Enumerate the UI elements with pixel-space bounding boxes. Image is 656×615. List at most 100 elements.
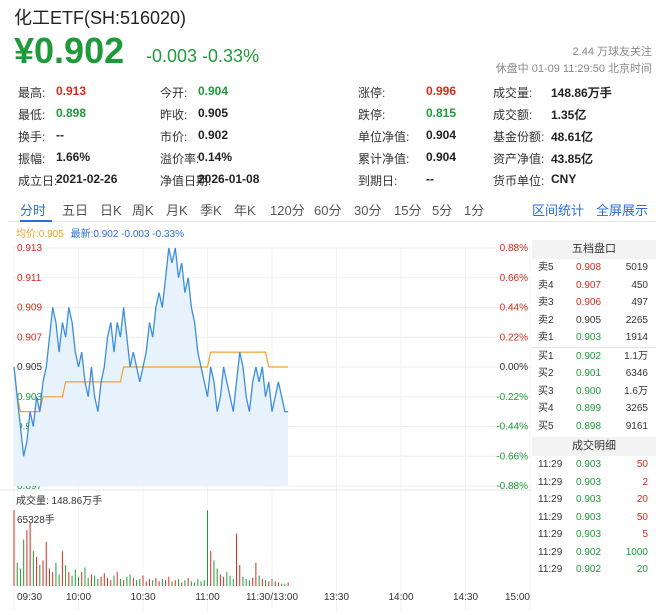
stat-value: 0.904 <box>198 84 229 98</box>
trade-price: 0.902 <box>576 546 602 558</box>
tab-period[interactable]: 日K <box>100 203 122 218</box>
stats-row: 最高: 0.913 今开: 0.904 涨停: 0.996 成交量: 148.86万手 <box>18 84 656 106</box>
bid-row: 买5 0.898 9161 <box>532 418 656 436</box>
tab-period[interactable]: 季K <box>200 203 222 218</box>
y-tick-left: 0.903 <box>17 392 42 403</box>
stat-label: 市价: <box>160 130 188 144</box>
tab-period[interactable]: 1分 <box>464 203 485 218</box>
x-tick: 10:30 <box>130 592 155 603</box>
tab-period[interactable]: 周K <box>132 203 154 218</box>
trade-time: 11:29 <box>538 546 563 558</box>
fullscreen-link[interactable]: 全屏展示 <box>596 203 649 218</box>
stats-row: 成立日: 2021-02-26 净值日期: 2026-01-08 到期日: -- 货币单位:… <box>18 172 656 194</box>
trade-price: 0.903 <box>576 459 602 470</box>
trade-price: 0.903 <box>576 494 602 505</box>
level-price: 0.898 <box>576 420 602 432</box>
stat-value: 0.905 <box>198 106 229 120</box>
market-status: 休盘中 01-09 11:29:50 北京时间 <box>495 63 652 75</box>
tab-period[interactable]: 分时 <box>20 203 47 218</box>
level-volume: 450 <box>631 279 648 291</box>
stat-value: 48.61亿 <box>551 130 594 144</box>
stat-value: 2026-01-08 <box>198 172 260 186</box>
stat-label: 最低: <box>18 108 46 122</box>
stat-value: 0.913 <box>56 84 87 98</box>
stat-label: 换手: <box>18 130 46 144</box>
level-price: 0.906 <box>576 297 602 308</box>
level-label: 买2 <box>538 368 554 379</box>
x-tick: 11:00 <box>195 592 220 603</box>
ask-row: 卖1 0.903 1914 <box>532 329 656 347</box>
level-label: 买3 <box>538 385 554 397</box>
tab-period[interactable]: 5分 <box>432 203 453 218</box>
stat-label: 今开: <box>160 86 188 100</box>
y-tick-right: -0.44% <box>496 422 528 433</box>
stat-value: 1.66% <box>56 150 91 164</box>
y-tick-left: 0.913 <box>17 243 42 254</box>
stat-value: 0.14% <box>198 150 233 164</box>
stat-label: 资产净值: <box>493 152 545 166</box>
level-label: 卖1 <box>538 332 554 343</box>
trade-row: 11:29 0.903 50 <box>532 509 656 527</box>
trade-volume: 5 <box>642 529 648 540</box>
stat-label: 振幅: <box>18 152 46 166</box>
stat-value: 1.35亿 <box>551 108 587 122</box>
trade-time: 11:29 <box>538 476 563 488</box>
level-price: 0.901 <box>576 368 602 379</box>
range-stats-link[interactable]: 区间统计 <box>532 203 585 218</box>
order-book-title: 五档盘口 <box>532 240 656 259</box>
y-tick-left: 0.905 <box>17 362 42 373</box>
bid-row: 买4 0.899 3265 <box>532 400 656 418</box>
tab-period[interactable]: 五日 <box>62 203 89 218</box>
trade-time: 11:29 <box>538 529 563 540</box>
tab-period[interactable]: 年K <box>234 203 256 218</box>
x-tick: 14:00 <box>388 592 413 603</box>
tab-period[interactable]: 30分 <box>354 203 382 218</box>
tab-period[interactable]: 15分 <box>394 203 422 218</box>
stat-value: 2021-02-26 <box>56 172 118 186</box>
order-book-panel: 五档盘口 卖5 0.908 5019 卖4 0.907 450 卖3 0.906 497 卖2 0.9… <box>532 240 656 579</box>
bid-row: 买1 0.902 1.1万 <box>532 348 656 366</box>
stat-label: 溢价率: <box>160 152 200 166</box>
latest-price-label: 最新: <box>70 229 94 240</box>
stat-label: 累计净值: <box>358 152 410 166</box>
y-tick-left: 0.897 <box>17 481 42 492</box>
tab-period[interactable]: 60分 <box>314 203 342 218</box>
trade-volume: 20 <box>636 564 648 575</box>
volume-label: 成交量: 148.86万手 <box>16 494 102 507</box>
level-price: 0.899 <box>576 403 602 414</box>
level-price: 0.908 <box>576 262 602 273</box>
level-volume: 6346 <box>625 368 648 379</box>
level-volume: 1.6万 <box>624 385 648 397</box>
price-change: -0.003 -0.33% <box>146 46 260 66</box>
y-tick-right: 0.66% <box>500 273 528 284</box>
stat-value: 0.996 <box>426 84 457 98</box>
y-tick-right: 0.44% <box>500 303 528 314</box>
stat-value: 0.902 <box>198 128 229 142</box>
x-tick: 09:30 <box>17 592 42 603</box>
level-volume: 9161 <box>625 420 648 432</box>
followers-count: 2.44 万球友关注 <box>572 46 652 58</box>
chart-period-tabs: 分时 五日 日K 周K 月K 季K 年K 120分 60分 30分 15分 5分 1分 区间统计 全屏展示 <box>8 196 656 222</box>
trade-row: 11:29 0.903 5 <box>532 526 656 544</box>
tab-period[interactable]: 120分 <box>270 203 305 218</box>
avg-price-line <box>13 351 289 413</box>
trade-volume: 1000 <box>625 546 648 558</box>
level-label: 买1 <box>538 350 554 362</box>
stats-row: 振幅: 1.66% 溢价率: 0.14% 累计净值: 0.904 资产净值: 43.85亿 <box>18 150 656 172</box>
level-price: 0.907 <box>576 279 602 291</box>
y-tick-right: 0.22% <box>500 332 528 343</box>
tab-period[interactable]: 月K <box>166 203 188 218</box>
y-tick-left: 0.907 <box>17 332 42 343</box>
stat-label: 涨停: <box>358 86 386 100</box>
avg-price-label: 均价: <box>16 229 39 240</box>
x-tick: 11:30/13:00 <box>246 592 299 603</box>
intraday-chart[interactable]: 0.913 0.88% 0.911 0.66% 0.909 0.44% 0.907 0.22%… <box>0 238 532 615</box>
y-tick-right: 0.88% <box>500 243 528 254</box>
bid-row: 买3 0.900 1.6万 <box>532 383 656 401</box>
level-label: 卖2 <box>538 314 554 326</box>
stat-value: 0.904 <box>426 150 457 164</box>
level-label: 买4 <box>538 403 554 414</box>
trade-price: 0.903 <box>576 529 602 540</box>
ask-row: 卖3 0.906 497 <box>532 294 656 312</box>
trade-time: 11:29 <box>538 564 563 575</box>
